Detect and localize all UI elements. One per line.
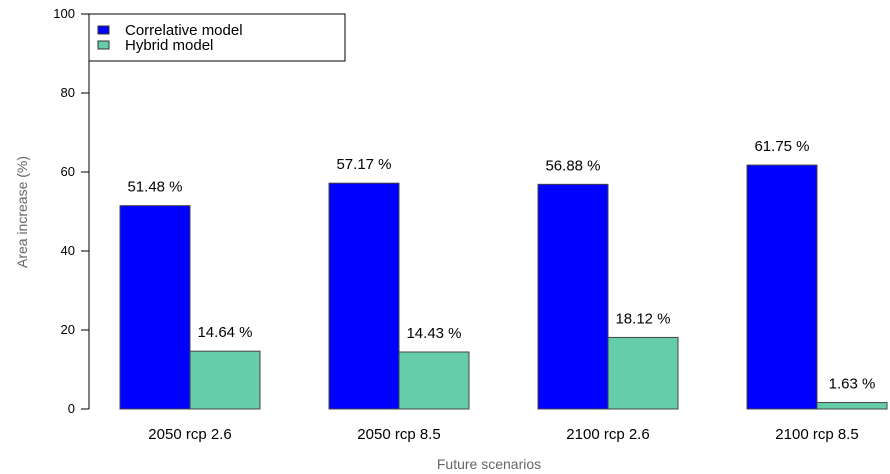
bar-correlative-1 [119, 205, 191, 410]
data-label: 18.12 % [615, 310, 670, 327]
y-tick-label: 80 [61, 85, 75, 100]
legend-swatch [97, 25, 110, 35]
bar-correlative-2 [328, 182, 400, 410]
legend-label: Hybrid model [125, 37, 213, 54]
y-tick-label: 40 [61, 243, 75, 258]
data-label: 57.17 % [336, 156, 391, 173]
bar-hybrid-4 [816, 402, 888, 410]
category-label: 2100 rcp 2.6 [566, 426, 649, 443]
y-tick-label: 60 [61, 164, 75, 179]
y-tick-label: 100 [53, 6, 75, 21]
bar-hybrid-1 [189, 350, 261, 410]
category-label: 2050 rcp 2.6 [148, 426, 231, 443]
bars-group [119, 164, 888, 410]
bar-hybrid-2 [398, 351, 470, 410]
legend-box [88, 13, 346, 62]
bar-correlative-4 [746, 164, 818, 410]
data-label: 14.64 % [197, 324, 252, 341]
data-label: 56.88 % [545, 157, 600, 174]
data-label: 1.63 % [829, 376, 876, 393]
data-label: 51.48 % [127, 179, 182, 196]
y-tick-label: 0 [68, 401, 75, 416]
data-labels-group: 51.48 % 14.64 % 57.17 % 14.43 % 56.88 % 18.12… [127, 138, 875, 392]
y-axis: 0 20 40 60 80 100 [53, 6, 90, 416]
x-axis-title: Future scenarios [437, 456, 541, 472]
category-labels-group: 2050 rcp 2.6 2050 rcp 8.5 2100 rcp 2.6 2100… [148, 426, 858, 443]
data-label: 14.43 % [406, 325, 461, 342]
y-tick-label: 20 [61, 322, 75, 337]
category-label: 2050 rcp 8.5 [357, 426, 440, 443]
bar-hybrid-3 [607, 336, 679, 410]
legend-label: Correlative model [125, 22, 243, 39]
y-axis-title: Area increase (%) [14, 156, 30, 268]
data-label: 61.75 % [754, 138, 809, 155]
legend-swatch [97, 40, 110, 50]
bar-correlative-3 [537, 183, 609, 410]
category-label: 2100 rcp 8.5 [775, 426, 858, 443]
